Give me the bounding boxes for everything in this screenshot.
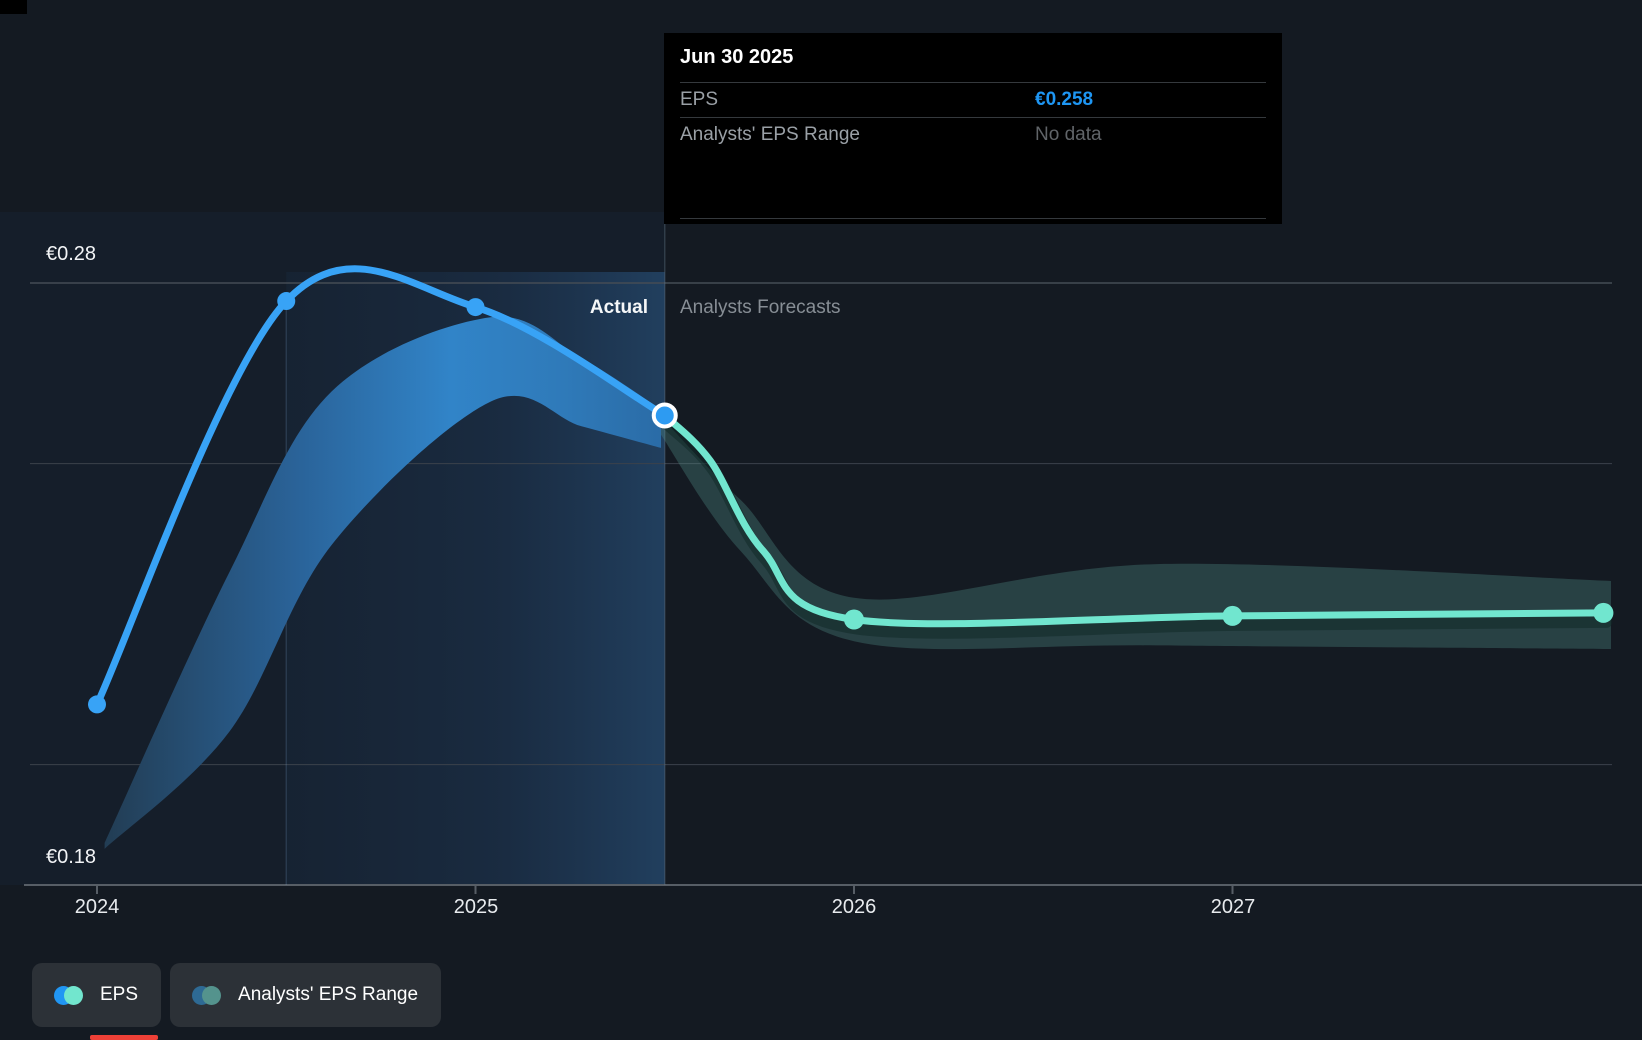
legend-item-analysts-eps-range[interactable]: Analysts' EPS Range xyxy=(170,963,442,1027)
x-axis-label-2025: 2025 xyxy=(453,896,499,918)
tooltip-range-value: No data xyxy=(1035,124,1102,145)
tooltip-eps-label: EPS xyxy=(680,89,719,110)
hover-tooltip: Jun 30 2025 EPS €0.258 Analysts' EPS Ran… xyxy=(664,33,1282,224)
x-axis-label-2026: 2026 xyxy=(831,896,877,918)
tooltip-bottom-rule xyxy=(680,218,1266,224)
red-progress-strip xyxy=(90,1035,158,1040)
range-legend-dots xyxy=(192,985,222,1005)
eps-teal-dot-icon xyxy=(64,985,83,1005)
tooltip-date: Jun 30 2025 xyxy=(680,46,794,68)
tooltip-eps-value: €0.258 xyxy=(1035,89,1094,110)
y-axis-label-min: €0.18 xyxy=(46,846,97,868)
legend: EPS Analysts' EPS Range xyxy=(32,963,442,1027)
x-axis-label-2027: 2027 xyxy=(1210,896,1256,918)
actual-zone-label: Actual xyxy=(589,297,648,318)
legend-item-eps[interactable]: EPS xyxy=(32,963,162,1027)
forecast-zone-label: Analysts Forecasts xyxy=(680,297,841,318)
eps-legend-dots xyxy=(54,985,83,1005)
tooltip-row-range: Analysts' EPS Range No data xyxy=(680,117,1266,152)
tooltip-range-label: Analysts' EPS Range xyxy=(680,124,860,145)
range-teal-dot-icon xyxy=(202,985,222,1005)
x-axis-label-2024: 2024 xyxy=(74,896,120,918)
y-axis-label-max: €0.28 xyxy=(46,243,97,265)
legend-eps-label: EPS xyxy=(100,984,139,1005)
tooltip-row-eps: EPS €0.258 xyxy=(680,82,1266,117)
top-left-notch xyxy=(0,0,27,14)
legend-range-label: Analysts' EPS Range xyxy=(238,984,419,1005)
